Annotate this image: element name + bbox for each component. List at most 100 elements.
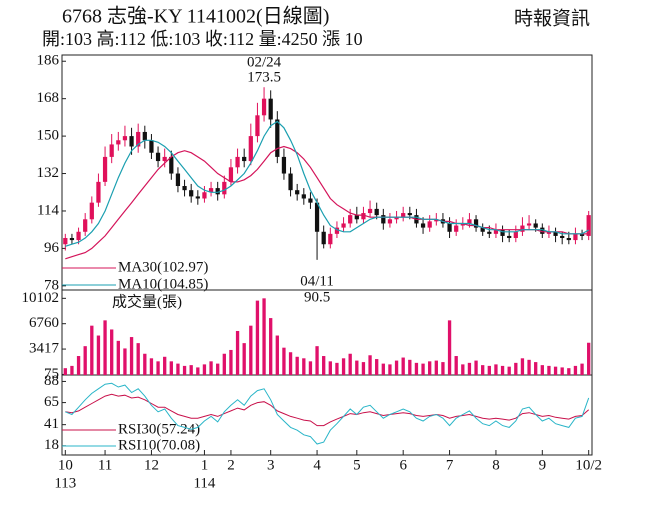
volume-bar — [222, 353, 226, 375]
candle-body — [387, 219, 393, 224]
candle-body — [394, 217, 399, 220]
candle-body — [579, 233, 585, 236]
volume-bar — [481, 365, 485, 375]
ma-line — [65, 120, 589, 247]
candle-body — [83, 219, 88, 232]
candle-body — [281, 156, 287, 174]
candle-body — [480, 227, 485, 232]
y-tick-label: 3417 — [29, 341, 60, 357]
candle-body — [487, 231, 492, 234]
candle-body — [460, 223, 465, 226]
volume-bar — [196, 367, 200, 375]
x-tick-label: 6 — [399, 457, 407, 473]
rsi-line — [65, 393, 590, 427]
volume-bar — [116, 340, 120, 375]
candle-body — [248, 136, 253, 162]
volume-bar — [269, 318, 273, 375]
candle-body — [374, 208, 379, 216]
candle-body — [447, 223, 452, 232]
volume-bar — [467, 362, 472, 375]
volume-bar — [560, 367, 564, 375]
volume-bar — [129, 337, 134, 375]
volume-bar — [414, 362, 419, 375]
y-tick-label: 18 — [44, 437, 59, 453]
candle-body — [96, 181, 101, 203]
candle-body — [520, 225, 525, 232]
volume-bar — [553, 366, 558, 375]
volume-bar — [428, 361, 432, 375]
candle-body — [208, 188, 214, 193]
volume-bar — [348, 353, 352, 375]
volume-bar — [355, 360, 359, 375]
volume-bar — [229, 349, 233, 375]
legend-label: MA10(104.85) — [118, 276, 208, 292]
legend-label: MA30(102.97) — [118, 259, 208, 275]
volume-bar — [580, 363, 584, 375]
volume-bar — [514, 362, 518, 375]
volume-bar — [63, 368, 67, 375]
volume-bar — [507, 366, 511, 375]
volume-bar — [242, 343, 246, 375]
x-tick-label: 3 — [267, 457, 275, 473]
y-tick-label: 114 — [37, 202, 59, 218]
x-tick-label: 9 — [539, 457, 547, 473]
candle-body — [314, 202, 320, 232]
candle-body — [348, 215, 353, 224]
volume-bar — [461, 364, 465, 375]
y-tick-label: 65 — [44, 394, 59, 410]
rsi-panel — [61, 374, 593, 456]
volume-bar — [441, 362, 445, 375]
x-tick-label: 11 — [98, 457, 112, 473]
volume-bar — [143, 353, 147, 375]
volume-bar — [547, 365, 551, 375]
candle-body — [573, 233, 578, 241]
y-tick-label: 132 — [37, 165, 60, 181]
candle-body — [328, 233, 333, 245]
candle-body — [341, 223, 346, 228]
candle-body — [182, 186, 187, 191]
candle-body — [295, 190, 300, 195]
chart-title: 6768 志強-KY 1141002(日線圖) — [62, 5, 329, 28]
volume-bar — [381, 363, 385, 375]
volume-bar — [567, 368, 571, 375]
candle-body — [540, 227, 545, 234]
source: 時報資訊 — [514, 7, 590, 29]
volume-bar — [235, 330, 240, 375]
volume-bar — [110, 329, 114, 375]
candle-body — [215, 188, 220, 195]
volume-bar — [288, 352, 293, 375]
volume-bar — [401, 357, 405, 375]
x-tick-label: 10 — [58, 457, 73, 473]
volume-bar — [500, 365, 505, 375]
volume-bar — [573, 365, 578, 375]
candle-body — [162, 156, 167, 162]
volume-bar — [163, 356, 167, 375]
volume-bar — [315, 346, 319, 375]
candle-body — [560, 235, 565, 239]
candle-body — [255, 115, 260, 137]
volume-bar — [341, 358, 346, 375]
volume-bar — [408, 359, 412, 375]
y-tick-label: 168 — [37, 90, 60, 106]
annotation-value: 90.5 — [304, 289, 330, 305]
x-tick-label: 5 — [353, 457, 361, 473]
volume-bar — [103, 320, 107, 375]
candle-body — [136, 131, 141, 147]
candle-body — [175, 173, 181, 187]
volume-bar — [520, 358, 525, 375]
candle-body — [454, 225, 459, 232]
volume-bar — [540, 365, 544, 375]
candle-body — [169, 156, 174, 174]
candle-body — [189, 190, 194, 197]
candle-body — [268, 98, 273, 120]
y-tick-label: 150 — [37, 128, 60, 144]
candle-body — [354, 215, 359, 220]
candle-body — [288, 173, 293, 191]
volume-bar — [421, 363, 425, 375]
candle-body — [109, 144, 114, 157]
candle-body — [533, 223, 538, 228]
volume-bar — [176, 363, 180, 375]
annotation-value: 173.5 — [247, 70, 281, 86]
ma-line — [65, 145, 589, 260]
candle-body — [275, 119, 280, 157]
